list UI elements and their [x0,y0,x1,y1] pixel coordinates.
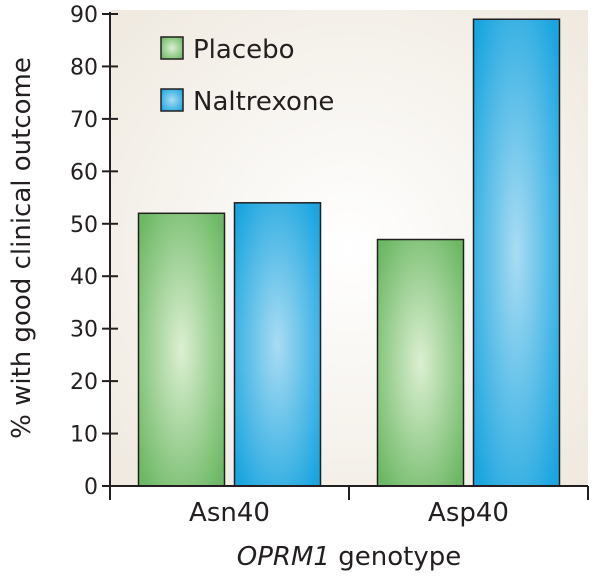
legend-label-naltrexone: Naltrexone [193,87,334,117]
x-axis: Asn40 Asp40 [109,485,589,528]
y-tick-label: 70 [70,108,98,133]
y-axis: 0 10 20 30 40 50 60 70 80 90 [70,3,118,500]
y-tick-label: 0 [84,475,98,500]
bar-naltrexone-asp40 [472,18,561,487]
y-tick-label: 90 [70,3,98,28]
bar-placebo-asp40 [376,238,465,487]
x-axis-title-rest: genotype [330,542,461,572]
y-tick-label: 60 [70,160,98,185]
y-tick-label: 40 [70,265,98,290]
y-tick-label: 50 [70,213,98,238]
legend-swatch-placebo [160,36,184,60]
y-tick-label: 80 [70,55,98,80]
y-axis-title: % with good clinical outcome [7,57,37,439]
x-tick-label: Asp40 [428,498,509,528]
bars-group [137,18,561,487]
bar-placebo-asn40 [137,212,226,487]
bar-naltrexone-asn40 [233,202,322,487]
y-tick-label: 30 [70,318,98,343]
y-tick-label: 20 [70,370,98,395]
x-axis-title-gene: OPRM1 [237,542,330,572]
legend: Placebo Naltrexone [160,35,334,117]
x-axis-title: OPRM1 genotype [237,542,461,572]
y-tick-label: 10 [70,423,98,448]
x-tick-label: Asn40 [189,498,270,528]
legend-swatch-naltrexone [160,88,184,112]
legend-label-placebo: Placebo [193,35,295,65]
